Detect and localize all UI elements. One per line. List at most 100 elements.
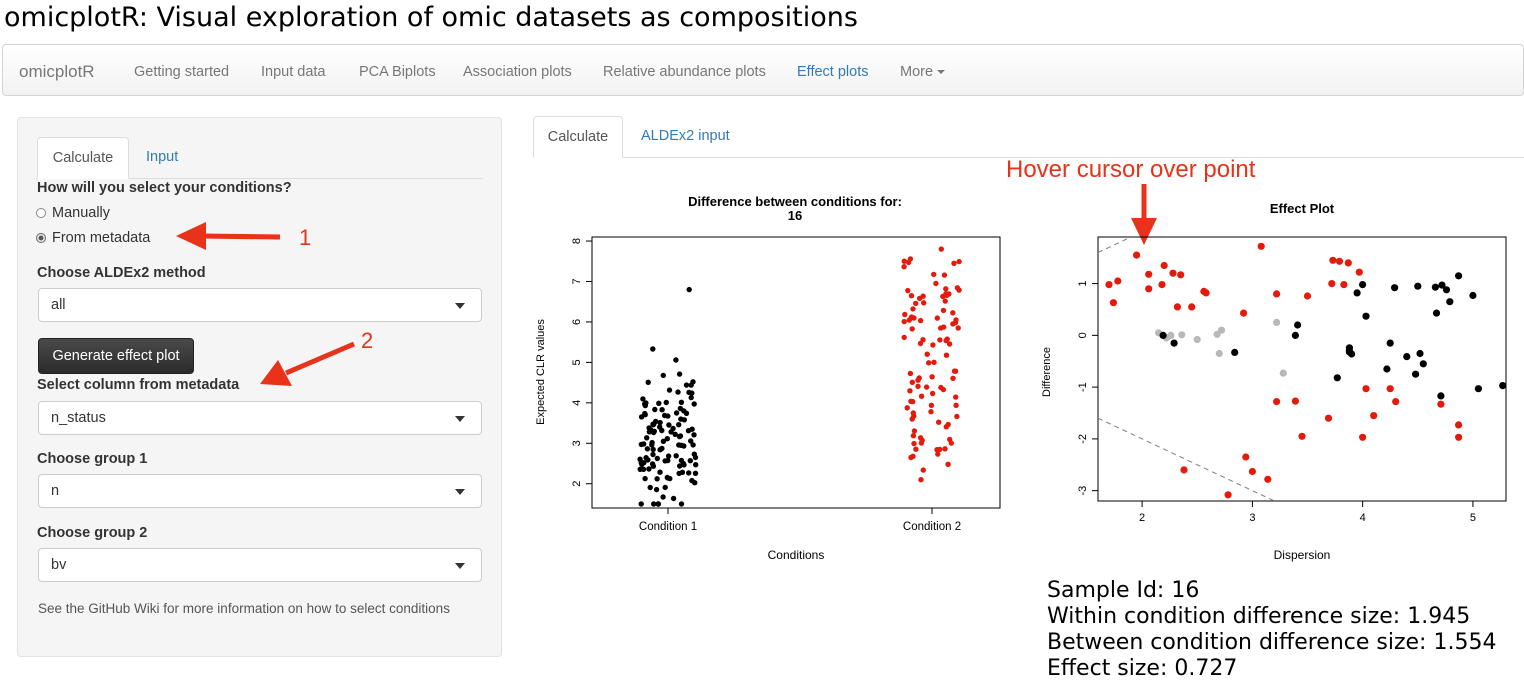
chart1-point-condition2 xyxy=(910,398,916,405)
info-sample-id: Sample Id: 16 xyxy=(1047,578,1200,603)
nav-item-effect-plots[interactable]: Effect plots xyxy=(797,64,869,80)
group2-select[interactable]: bv xyxy=(38,548,482,582)
chart1-point-condition1 xyxy=(687,458,693,464)
chart1-point-condition2 xyxy=(901,318,907,325)
chart1-point-condition1 xyxy=(663,399,669,406)
chart1-point-condition1 xyxy=(651,421,657,427)
chart1-point-condition2 xyxy=(910,410,916,416)
chart2-point-black xyxy=(1159,331,1167,339)
chart2-point-red xyxy=(1242,453,1250,461)
main-tab-calculate[interactable]: Calculate xyxy=(533,116,623,158)
chart1-point-condition2 xyxy=(926,360,932,366)
chart2-ytick-label: -1 xyxy=(1077,382,1089,392)
dropdown-arrow-icon xyxy=(455,563,465,569)
dropdown-arrow-icon xyxy=(455,303,465,309)
chart1-ytick-label: 5 xyxy=(571,359,583,365)
main-tab-aldex2-input[interactable]: ALDEx2 input xyxy=(641,128,730,144)
chart1-point-condition1 xyxy=(672,431,678,437)
chart2-point-black xyxy=(1353,289,1361,297)
chart2-point-red xyxy=(1177,271,1185,279)
radio-from-metadata-label: From metadata xyxy=(52,230,151,246)
chart2-point-red xyxy=(1437,400,1445,408)
chart1-point-condition1 xyxy=(651,501,657,507)
chart1-point-condition2 xyxy=(920,467,926,473)
chart1-point-condition2 xyxy=(929,390,936,397)
generate-effect-plot-button[interactable]: Generate effect plot xyxy=(38,338,194,374)
chart1-point-condition2 xyxy=(902,311,908,318)
chart1-point-condition1 xyxy=(677,463,683,469)
chart1-point-condition1 xyxy=(690,442,696,448)
group1-label: Choose group 1 xyxy=(37,451,148,467)
chart2-title: Effect Plot xyxy=(1270,201,1335,216)
group2-select-value: bv xyxy=(51,557,67,573)
chart1-point-condition1 xyxy=(692,480,698,486)
chart1-point-condition1 xyxy=(664,436,670,442)
chart1-point-condition2 xyxy=(938,246,944,252)
chart2-point-red xyxy=(1340,281,1348,289)
chart2-point-red xyxy=(1158,281,1166,289)
chart2-point-black xyxy=(1386,339,1394,347)
nav-item-more[interactable]: More xyxy=(900,64,946,80)
chart1-point-condition2 xyxy=(904,405,910,411)
chart2-point-red xyxy=(1329,256,1337,264)
chart1-point-condition2 xyxy=(934,315,940,321)
chart1-point-condition2 xyxy=(929,374,935,380)
group1-select[interactable]: n xyxy=(38,474,482,508)
radio-manually-dot[interactable] xyxy=(36,208,46,218)
chart1-point-condition1 xyxy=(642,412,648,418)
chart1-point-condition2 xyxy=(918,440,925,446)
chart1-point-condition1 xyxy=(660,438,667,444)
chart2-reference-line-positive xyxy=(1097,237,1131,254)
chart2-point-grey xyxy=(1167,331,1175,339)
info-effect-size: Effect size: 0.727 xyxy=(1047,656,1238,681)
method-select[interactable]: all xyxy=(38,288,482,322)
radio-from-metadata-dot[interactable] xyxy=(36,233,46,243)
chart2-point-black xyxy=(1294,321,1302,329)
chart1-point-condition2 xyxy=(942,298,948,304)
chart1-ytick-label: 3 xyxy=(571,440,583,446)
radio-from-metadata[interactable]: From metadata xyxy=(36,230,150,246)
chart1-point-condition1 xyxy=(678,501,685,507)
chart2-point-red xyxy=(1370,412,1378,420)
chart2-point-black xyxy=(1231,348,1239,356)
chart2-point-red xyxy=(1328,280,1336,288)
hover-instruction: Hover cursor over point xyxy=(1006,156,1256,183)
metadata-column-select[interactable]: n_status xyxy=(38,401,482,435)
chart1-point-condition2 xyxy=(905,259,912,266)
chart1-point-condition1 xyxy=(673,410,680,416)
chart1-point-condition1 xyxy=(681,417,687,423)
nav-item-pca-biplots[interactable]: PCA Biplots xyxy=(359,64,436,80)
nav-item-input-data[interactable]: Input data xyxy=(261,64,326,80)
chart1-point-condition1 xyxy=(647,484,653,491)
sidebar-tab-calculate[interactable]: Calculate xyxy=(37,137,129,179)
chart1-point-condition1 xyxy=(660,494,666,500)
chart1-ytick-label: 2 xyxy=(571,481,583,487)
radio-manually[interactable]: Manually xyxy=(36,205,110,221)
chart1-point-condition2 xyxy=(908,314,915,320)
chart2-point-grey xyxy=(1273,318,1281,326)
nav-item-relative-abundance-plots[interactable]: Relative abundance plots xyxy=(603,64,766,80)
chart2-point-red xyxy=(1202,289,1210,297)
group1-select-value: n xyxy=(51,483,60,499)
chart1-point-condition2 xyxy=(938,384,944,391)
chart1-point-condition2 xyxy=(909,379,915,385)
sidebar-tab-input[interactable]: Input xyxy=(146,149,179,165)
chart1-point-condition2 xyxy=(943,352,950,358)
nav-item-association-plots[interactable]: Association plots xyxy=(463,64,572,80)
chart1-point-condition2 xyxy=(917,435,924,441)
chart1-point-condition2 xyxy=(921,300,927,306)
group2-label: Choose group 2 xyxy=(37,525,148,541)
chart1-point-condition2 xyxy=(943,424,949,430)
chart2-plot-frame xyxy=(1097,236,1507,502)
chart1-point-condition1 xyxy=(644,446,651,452)
navbar-brand[interactable]: omicplotR xyxy=(19,62,95,81)
nav-item-getting-started[interactable]: Getting started xyxy=(134,64,230,80)
chart2-point-black xyxy=(1348,350,1356,358)
chart1-point-condition2 xyxy=(920,337,926,343)
help-text: See the GitHub Wiki for more information… xyxy=(38,601,450,616)
chart2-xtick-label: 4 xyxy=(1360,512,1366,524)
chart2-point-black xyxy=(1391,284,1399,292)
sidebar-panel: Calculate Input How will you select your… xyxy=(17,117,502,657)
chart1-point-condition2 xyxy=(951,260,957,266)
chart2-xtick-label: 5 xyxy=(1470,512,1476,524)
